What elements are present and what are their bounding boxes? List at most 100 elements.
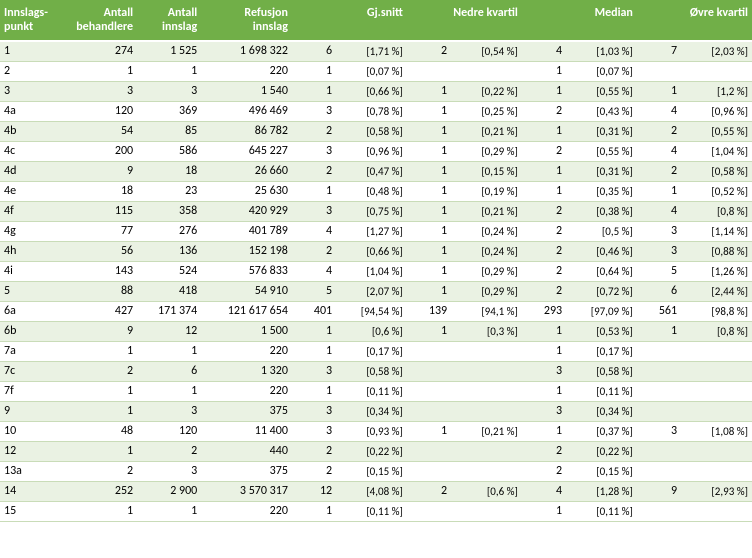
table-body: 12741 5251 698 3226[1,71 %]2[0,54 %]4[1,… bbox=[0, 41, 752, 521]
cell-ovre-kvartil-pct: [1,04 %] bbox=[681, 141, 752, 161]
cell-behandlere: 1 bbox=[64, 401, 137, 421]
cell-behandlere: 252 bbox=[64, 481, 137, 501]
cell-ovre-kvartil-value bbox=[637, 501, 681, 521]
cell-punkt: 4g bbox=[0, 221, 64, 241]
cell-median-pct: [0,64 %] bbox=[566, 261, 637, 281]
cell-median-value: 1 bbox=[522, 121, 566, 141]
cell-punkt: 4f bbox=[0, 201, 64, 221]
cell-gjsnitt-pct: [94,54 %] bbox=[336, 301, 407, 321]
cell-gjsnitt-pct: [0,93 %] bbox=[336, 421, 407, 441]
cell-nedre-kvartil-value: 1 bbox=[407, 101, 451, 121]
cell-refusjon: 440 bbox=[201, 441, 292, 461]
cell-gjsnitt-value: 1 bbox=[292, 341, 336, 361]
cell-nedre-kvartil-pct: [0,21 %] bbox=[451, 421, 522, 441]
cell-ovre-kvartil-pct: [0,8 %] bbox=[681, 201, 752, 221]
cell-nedre-kvartil-value bbox=[407, 401, 451, 421]
cell-ovre-kvartil-value: 9 bbox=[637, 481, 681, 501]
table-row: 15112201[0,11 %]1[0,11 %] bbox=[0, 501, 752, 521]
cell-innslag: 18 bbox=[137, 161, 201, 181]
cell-behandlere: 48 bbox=[64, 421, 137, 441]
cell-nedre-kvartil-value: 1 bbox=[407, 261, 451, 281]
cell-median-pct: [0,72 %] bbox=[566, 281, 637, 301]
cell-behandlere: 56 bbox=[64, 241, 137, 261]
cell-gjsnitt-pct: [0,66 %] bbox=[336, 81, 407, 101]
cell-nedre-kvartil-value: 1 bbox=[407, 281, 451, 301]
cell-median-pct: [1,28 %] bbox=[566, 481, 637, 501]
table-row: 104812011 4003[0,93 %]1[0,21 %]1[0,37 %]… bbox=[0, 421, 752, 441]
cell-refusjon: 1 698 322 bbox=[201, 41, 292, 61]
cell-behandlere: 54 bbox=[64, 121, 137, 141]
table-row: 58841854 9105[2,07 %]1[0,29 %]2[0,72 %]6… bbox=[0, 281, 752, 301]
cell-refusjon: 420 929 bbox=[201, 201, 292, 221]
cell-ovre-kvartil-pct: [1,26 %] bbox=[681, 261, 752, 281]
cell-ovre-kvartil-pct: [2,44 %] bbox=[681, 281, 752, 301]
cell-nedre-kvartil-pct: [0,29 %] bbox=[451, 261, 522, 281]
cell-ovre-kvartil-value: 2 bbox=[637, 161, 681, 181]
cell-refusjon: 220 bbox=[201, 341, 292, 361]
cell-median-pct: [0,31 %] bbox=[566, 161, 637, 181]
cell-nedre-kvartil-value: 1 bbox=[407, 221, 451, 241]
cell-gjsnitt-value: 1 bbox=[292, 381, 336, 401]
cell-median-value: 1 bbox=[522, 81, 566, 101]
cell-median-pct: [0,53 %] bbox=[566, 321, 637, 341]
cell-nedre-kvartil-value bbox=[407, 461, 451, 481]
cell-behandlere: 2 bbox=[64, 361, 137, 381]
col-header-innslag: Antall innslag bbox=[137, 0, 201, 41]
cell-median-pct: [0,11 %] bbox=[566, 501, 637, 521]
table-row: 4a120369496 4693[0,78 %]1[0,25 %]2[0,43 … bbox=[0, 101, 752, 121]
cell-punkt: 1 bbox=[0, 41, 64, 61]
cell-nedre-kvartil-pct: [0,15 %] bbox=[451, 161, 522, 181]
cell-innslag: 276 bbox=[137, 221, 201, 241]
cell-nedre-kvartil-pct: [94,1 %] bbox=[451, 301, 522, 321]
cell-nedre-kvartil-pct bbox=[451, 501, 522, 521]
cell-ovre-kvartil-pct: [1,14 %] bbox=[681, 221, 752, 241]
cell-nedre-kvartil-pct bbox=[451, 401, 522, 421]
cell-refusjon: 220 bbox=[201, 61, 292, 81]
cell-median-pct: [0,55 %] bbox=[566, 141, 637, 161]
cell-nedre-kvartil-pct: [0,19 %] bbox=[451, 181, 522, 201]
cell-nedre-kvartil-value: 1 bbox=[407, 181, 451, 201]
col-header-ovre-kvartil: Øvre kvartil bbox=[637, 0, 752, 41]
cell-refusjon: 401 789 bbox=[201, 221, 292, 241]
table-row: 4b548586 7822[0,58 %]1[0,21 %]1[0,31 %]2… bbox=[0, 121, 752, 141]
cell-punkt: 5 bbox=[0, 281, 64, 301]
cell-behandlere: 18 bbox=[64, 181, 137, 201]
cell-nedre-kvartil-pct: [0,21 %] bbox=[451, 121, 522, 141]
cell-ovre-kvartil-value: 561 bbox=[637, 301, 681, 321]
data-table: Innslags- punkt Antall behandlere Antall… bbox=[0, 0, 752, 522]
cell-gjsnitt-pct: [0,17 %] bbox=[336, 341, 407, 361]
cell-gjsnitt-value: 3 bbox=[292, 421, 336, 441]
cell-ovre-kvartil-pct: [98,8 %] bbox=[681, 301, 752, 321]
cell-median-value: 2 bbox=[522, 461, 566, 481]
cell-gjsnitt-pct: [4,08 %] bbox=[336, 481, 407, 501]
cell-punkt: 4i bbox=[0, 261, 64, 281]
cell-median-pct: [0,11 %] bbox=[566, 381, 637, 401]
cell-ovre-kvartil-value: 5 bbox=[637, 261, 681, 281]
table-row: 4h56136152 1982[0,66 %]1[0,24 %]2[0,46 %… bbox=[0, 241, 752, 261]
cell-nedre-kvartil-pct: [0,22 %] bbox=[451, 81, 522, 101]
cell-ovre-kvartil-value: 3 bbox=[637, 221, 681, 241]
cell-nedre-kvartil-value: 1 bbox=[407, 121, 451, 141]
cell-punkt: 4d bbox=[0, 161, 64, 181]
cell-median-pct: [0,34 %] bbox=[566, 401, 637, 421]
cell-punkt: 10 bbox=[0, 421, 64, 441]
cell-nedre-kvartil-value: 1 bbox=[407, 321, 451, 341]
cell-behandlere: 88 bbox=[64, 281, 137, 301]
cell-median-value: 1 bbox=[522, 181, 566, 201]
cell-innslag: 524 bbox=[137, 261, 201, 281]
cell-median-value: 3 bbox=[522, 361, 566, 381]
cell-nedre-kvartil-pct: [0,54 %] bbox=[451, 41, 522, 61]
cell-punkt: 4c bbox=[0, 141, 64, 161]
cell-median-pct: [0,58 %] bbox=[566, 361, 637, 381]
cell-median-value: 2 bbox=[522, 141, 566, 161]
cell-median-pct: [1,03 %] bbox=[566, 41, 637, 61]
cell-nedre-kvartil-pct bbox=[451, 461, 522, 481]
cell-refusjon: 26 660 bbox=[201, 161, 292, 181]
cell-refusjon: 54 910 bbox=[201, 281, 292, 301]
cell-innslag: 136 bbox=[137, 241, 201, 261]
cell-median-value: 2 bbox=[522, 441, 566, 461]
cell-nedre-kvartil-pct: [0,29 %] bbox=[451, 141, 522, 161]
cell-punkt: 7f bbox=[0, 381, 64, 401]
cell-ovre-kvartil-pct bbox=[681, 501, 752, 521]
cell-gjsnitt-pct: [0,22 %] bbox=[336, 441, 407, 461]
